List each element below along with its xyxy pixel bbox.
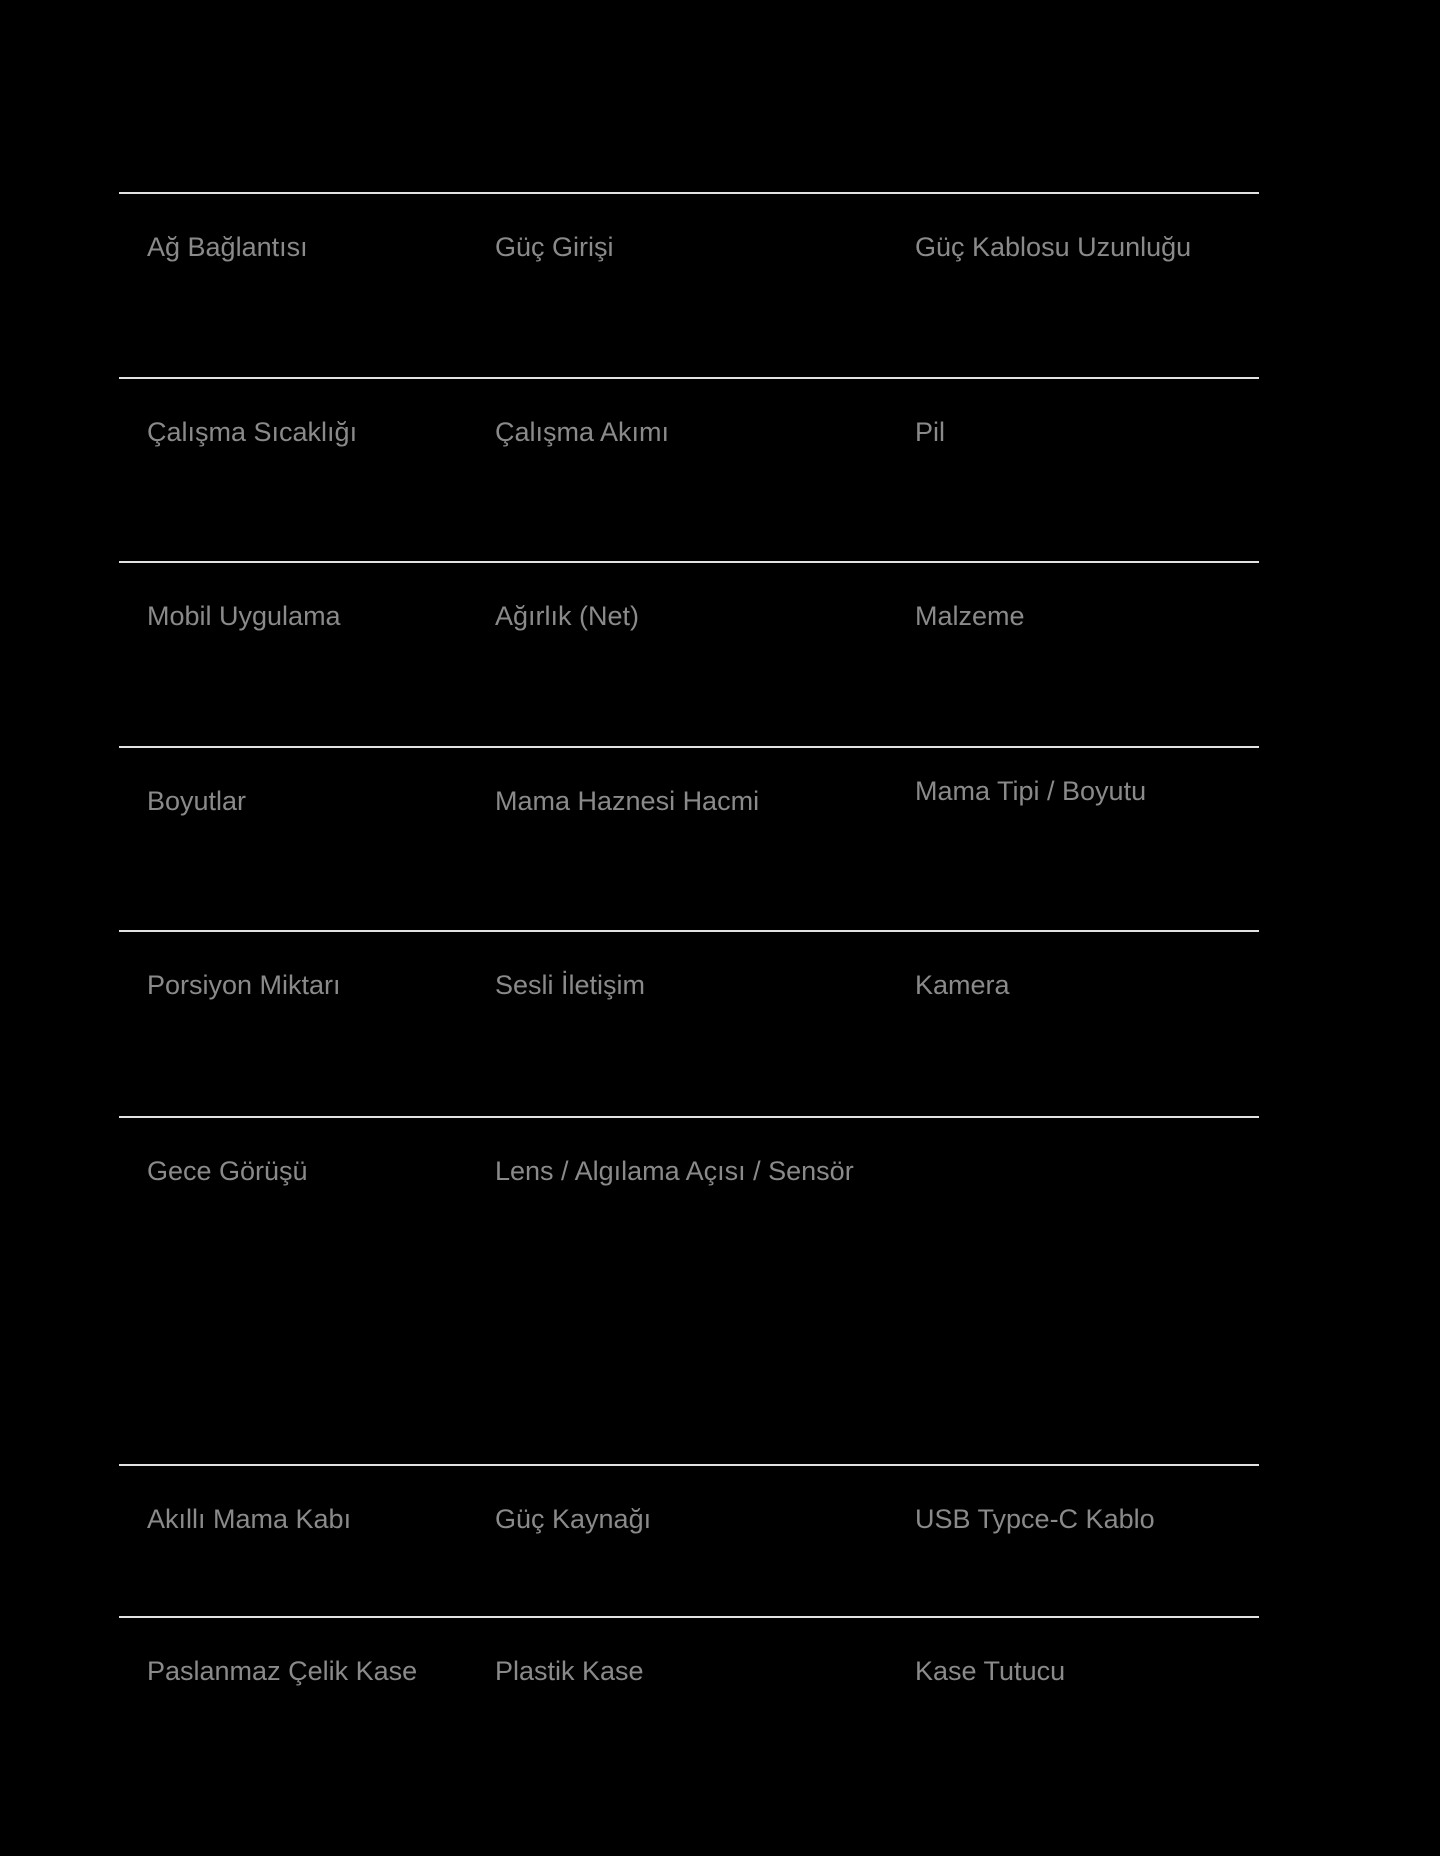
spec-label: Paslanmaz Çelik Kase [147, 1656, 418, 1686]
spec-label: Plastik Kase [495, 1656, 644, 1686]
spec-label: Güç Girişi [495, 232, 614, 262]
spec-label: Sesli İletişim [495, 970, 646, 1000]
spec-label: Ağ Bağlantısı [147, 232, 308, 262]
spec-label: Porsiyon Miktarı [147, 970, 341, 1000]
spec-row: Boyutlar Mama Haznesi Hacmi Mama Tipi / … [119, 746, 1259, 930]
spec-row: Akıllı Mama Kabı Güç Kaynağı USB Typce-C… [119, 1464, 1259, 1616]
spec-label: Çalışma Akımı [495, 417, 670, 447]
spec-label: Gece Görüşü [147, 1156, 308, 1186]
spec-label: Çalışma Sıcaklığı [147, 417, 358, 447]
spec-label: Güç Kablosu Uzunluğu [915, 232, 1192, 262]
spec-label: Malzeme [915, 601, 1025, 631]
spec-label: Boyutlar [147, 786, 247, 816]
spec-label: Kamera [915, 970, 1010, 1000]
spec-row: Porsiyon Miktarı Sesli İletişim Kamera [119, 930, 1259, 1116]
spec-label: Kase Tutucu [915, 1656, 1066, 1686]
spec-label: Ağırlık (Net) [495, 601, 640, 631]
spec-row: Çalışma Sıcaklığı Çalışma Akımı Pil [119, 377, 1259, 561]
spec-label: Güç Kaynağı [495, 1504, 652, 1534]
spec-row: Gece Görüşü Lens / Algılama Açısı / Sens… [119, 1116, 1259, 1464]
spec-label: Mama Tipi / Boyutu [915, 776, 1147, 806]
spec-row: Ağ Bağlantısı Güç Girişi Güç Kablosu Uzu… [119, 192, 1259, 377]
spec-row: Mobil Uygulama Ağırlık (Net) Malzeme [119, 561, 1259, 746]
spec-label: Mobil Uygulama [147, 601, 341, 631]
spec-row: Paslanmaz Çelik Kase Plastik Kase Kase T… [119, 1616, 1259, 1806]
spec-table: Ağ Bağlantısı Güç Girişi Güç Kablosu Uzu… [119, 192, 1259, 1806]
spec-label: Akıllı Mama Kabı [147, 1504, 352, 1534]
spec-label: USB Typce-C Kablo [915, 1504, 1155, 1534]
spec-label: Pil [915, 417, 946, 447]
spec-label: Mama Haznesi Hacmi [495, 786, 760, 816]
spec-label: Lens / Algılama Açısı / Sensör [495, 1156, 854, 1186]
